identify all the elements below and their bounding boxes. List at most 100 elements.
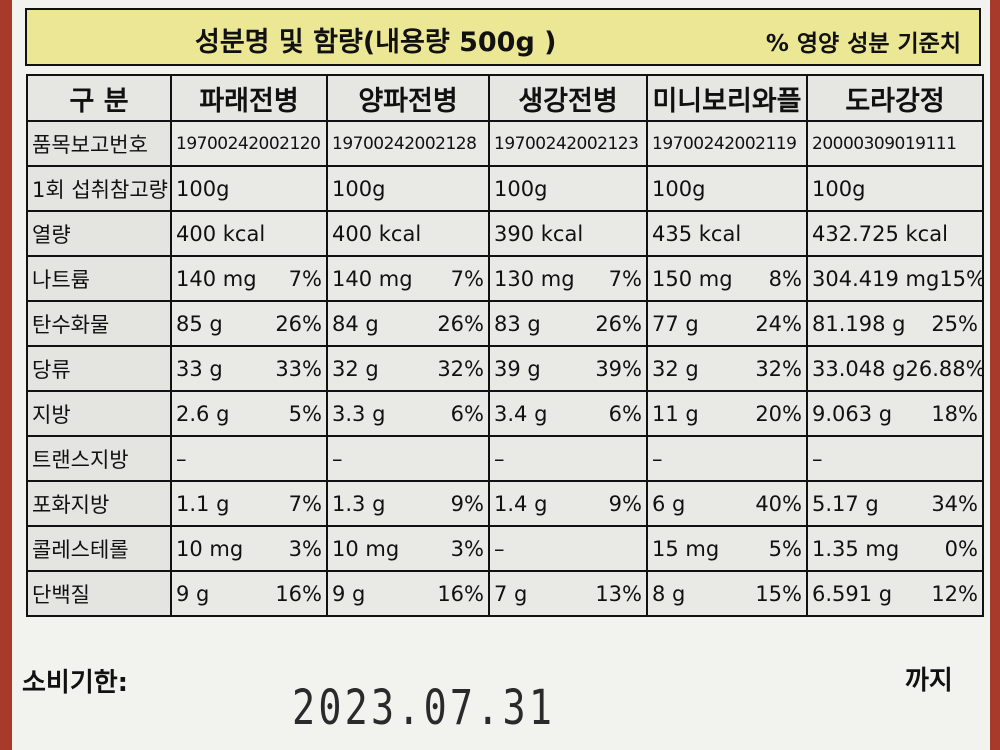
amount: 15 mg [652,536,720,561]
cell-content: 33.048 g 26.88% [812,356,981,381]
percent: 24% [755,311,802,336]
cell: 20000309019111 [806,120,984,167]
cell-content: 9.063 g 18% [812,402,978,426]
cell: 2.6 g 5% [170,390,328,437]
amount: 10 mg [332,536,400,561]
cell: 100g [806,165,984,212]
amount: 1.1 g [176,491,230,516]
amount: 33.048 g [812,356,906,381]
amount: 140 mg [332,266,413,291]
cell-content: 5.17 g 34% [812,492,978,516]
cell: 8 g 15% [646,570,808,617]
cell: 84 g 26% [326,300,490,347]
cell-content: 1.3 g 9% [332,492,484,516]
table-row: 지방 2.6 g 5% 3.3 g 6% 3.4 g 6% 11 g 20% 9.063 g 18% [26,390,984,437]
cell: 400 kcal [326,210,490,257]
amount: – [812,446,823,471]
amount: 83 g [494,311,541,336]
cell: 15 mg 5% [646,525,808,572]
cell: 39 g 39% [488,345,648,392]
amount: 32 g [652,356,699,381]
cell-content: 85 g 26% [176,312,322,336]
percent: 20% [755,401,802,426]
amount: 6 g [652,491,686,516]
amount: 140 mg [176,266,257,291]
cell: 85 g 26% [170,300,328,347]
column-header: 양파전병 [326,74,490,122]
amount: 19700242002119 [652,133,797,154]
cell-content: 435 kcal [652,222,802,246]
cell-content: 7 g 13% [494,582,642,606]
amount: 33 g [176,356,223,381]
cell-content: 9 g 16% [176,582,322,606]
cell-content: 100g [812,177,978,201]
cell: 435 kcal [646,210,808,257]
header-title: 성분명 및 함량(내용량 500g ) [195,27,557,58]
cell-content: 19700242002119 [652,134,802,154]
cell-content: 19700242002123 [494,134,642,154]
cell-content: 150 mg 8% [652,267,802,291]
cell: 9 g 16% [170,570,328,617]
amount: 400 kcal [176,221,266,246]
cell-content: 100g [176,177,322,201]
cell-content: 33 g 33% [176,357,322,381]
cell: 33 g 33% [170,345,328,392]
cell-content: 140 mg 7% [332,267,484,291]
cell: 11 g 20% [646,390,808,437]
amount: 1.4 g [494,491,548,516]
cell-content: 2.6 g 5% [176,402,322,426]
cell-content: 400 kcal [176,222,322,246]
amount: 19700242002120 [176,133,321,154]
cell: 19700242002119 [646,120,808,167]
cell: 33.048 g 26.88% [806,345,984,392]
amount: 19700242002123 [494,133,639,154]
table-row: 탄수화물 85 g 26% 84 g 26% 83 g 26% 77 g 24% 81.198 g… [26,300,984,347]
amount: 7 g [494,581,528,606]
table-row: 포화지방 1.1 g 7% 1.3 g 9% 1.4 g 9% 6 g 40% 5.17 g 34% [26,480,984,527]
cell-content: 15 mg 5% [652,537,802,561]
cell: 400 kcal [170,210,328,257]
header: 성분명 및 함량(내용량 500g ) % 영양 성분 기준치 [25,8,981,66]
amount: – [332,446,343,471]
cell-content: – [494,537,642,561]
percent: 15% [755,581,802,606]
cell-content: 304.419 mg 15% [812,267,981,291]
cell: 32 g 32% [326,345,490,392]
amount: 5.17 g [812,491,879,516]
cell: 19700242002123 [488,120,648,167]
percent: 26% [595,311,642,336]
percent: 3% [450,536,484,561]
table-row: 열량 400 kcal 400 kcal 390 kcal 435 kcal 432.72… [26,210,984,257]
percent: 5% [768,536,802,561]
cell: 10 mg 3% [326,525,490,572]
percent: 25% [931,311,978,336]
cell-content: 83 g 26% [494,312,642,336]
amount: 10 mg [176,536,244,561]
percent: 7% [450,266,484,291]
cell-content: 1.4 g 9% [494,492,642,516]
amount: – [494,536,505,561]
percent: 9% [450,491,484,516]
amount: 400 kcal [332,221,422,246]
cell: 140 mg 7% [326,255,490,302]
cell: – [170,435,328,482]
percent: 12% [931,581,978,606]
cell-content: 39 g 39% [494,357,642,381]
amount: 100g [332,176,386,201]
cell: – [488,525,648,572]
row-label: 당류 [26,345,172,392]
cell-content: 6.591 g 12% [812,582,978,606]
cell-content: 9 g 16% [332,582,484,606]
cell: 100g [488,165,648,212]
amount: 32 g [332,356,379,381]
table-row: 콜레스테롤 10 mg 3% 10 mg 3% –15 mg 5% 1.35 mg 0% [26,525,984,572]
amount: – [652,446,663,471]
cell: 100g [170,165,328,212]
table-row: 나트륨 140 mg 7% 140 mg 7% 130 mg 7% 150 mg 8% 304.4… [26,255,984,302]
amount: 9 g [176,581,210,606]
cell: 390 kcal [488,210,648,257]
cell-content: 1.35 mg 0% [812,537,978,561]
amount: 20000309019111 [812,133,957,154]
cell-content: 400 kcal [332,222,484,246]
amount: 2.6 g [176,401,230,426]
